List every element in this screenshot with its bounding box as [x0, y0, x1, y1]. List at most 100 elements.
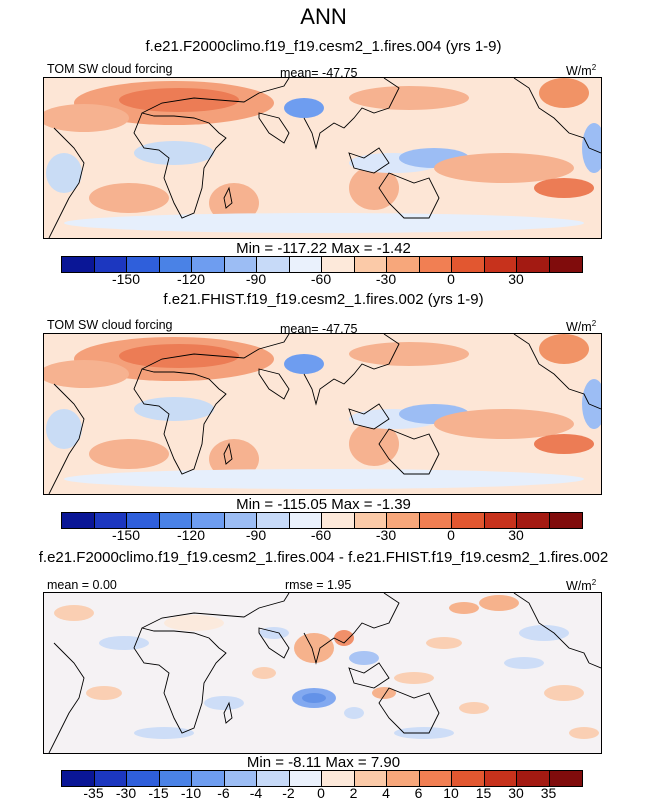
- colorbar-tick-label: 4: [382, 785, 390, 801]
- colorbar-tick-label: 0: [317, 785, 325, 801]
- panel-2-map: [43, 333, 602, 495]
- colorbar-segment: [419, 771, 452, 786]
- colorbar-segment: [322, 513, 355, 528]
- colorbar-segment: [127, 513, 160, 528]
- panel-3-colorbar: [61, 770, 583, 787]
- panel-2-colorbar: [61, 512, 583, 529]
- colorbar-tick-label: -6: [217, 785, 230, 801]
- colorbar-segment: [289, 513, 322, 528]
- panel-2-variable-label: TOM SW cloud forcing: [47, 318, 173, 332]
- colorbar-tick-label: 15: [475, 785, 492, 801]
- colorbar-segment: [62, 257, 95, 272]
- colorbar-segment: [387, 771, 420, 786]
- colorbar-segment: [517, 513, 550, 528]
- colorbar-segment: [127, 257, 160, 272]
- colorbar-segment: [322, 257, 355, 272]
- colorbar-tick-label: -30: [115, 785, 137, 801]
- panel-3-subtitle: f.e21.F2000climo.f19_f19.cesm2_1.fires.0…: [38, 549, 609, 566]
- colorbar-tick-label: -60: [310, 271, 332, 287]
- colorbar-segment: [257, 771, 290, 786]
- colorbar-tick-label: 2: [349, 785, 358, 801]
- colorbar-segment: [354, 771, 387, 786]
- panel-2-minmax: Min = -115.05 Max = -1.39: [236, 496, 411, 513]
- panel-1-mean-label: mean= -47.75: [280, 66, 358, 80]
- colorbar-segment: [484, 257, 517, 272]
- colorbar-tick-label: -60: [310, 527, 332, 543]
- colorbar-segment: [224, 257, 257, 272]
- panel-3-minmax: Min = -8.11 Max = 7.90: [246, 754, 401, 771]
- panel-1-units-label: W/m2: [566, 63, 597, 79]
- colorbar-segment: [159, 771, 192, 786]
- colorbar-tick-label: -30: [375, 527, 397, 543]
- panel-2-units-label: W/m2: [566, 319, 597, 335]
- colorbar-segment: [517, 257, 550, 272]
- colorbar-segment: [452, 513, 485, 528]
- panel-2-mean-label: mean= -47.75: [280, 322, 358, 336]
- colorbar-segment: [484, 513, 517, 528]
- panel-3-mean-label: mean = 0.00: [47, 578, 117, 592]
- colorbar-tick-label: 30: [508, 527, 524, 543]
- colorbar-segment: [94, 771, 127, 786]
- colorbar-segment: [192, 771, 225, 786]
- panel-1-map: [43, 77, 602, 239]
- colorbar-segment: [289, 771, 322, 786]
- panel-3-rmse-label: rmse = 1.95: [285, 578, 352, 592]
- colorbar-tick-label: -90: [245, 527, 267, 543]
- colorbar-tick-label: 10: [443, 785, 459, 801]
- colorbar-segment: [257, 257, 290, 272]
- colorbar-segment: [94, 257, 127, 272]
- colorbar-segment: [354, 257, 387, 272]
- colorbar-segment: [452, 771, 485, 786]
- colorbar-tick-label: 30: [508, 271, 524, 287]
- colorbar-tick-label: -4: [249, 785, 263, 801]
- colorbar-segment: [484, 771, 517, 786]
- colorbar-segment: [224, 513, 257, 528]
- colorbar-tick-label: 30: [508, 785, 524, 801]
- colorbar-segment: [549, 257, 582, 272]
- panel-3-map: [43, 592, 602, 754]
- colorbar-tick-label: 35: [540, 785, 557, 801]
- colorbar-segment: [549, 513, 582, 528]
- colorbar-segment: [159, 257, 192, 272]
- colorbar-tick-label: -120: [176, 527, 206, 543]
- colorbar-segment: [387, 513, 420, 528]
- colorbar-tick-label: -30: [375, 271, 397, 287]
- panel-1-colorbar: [61, 256, 583, 273]
- colorbar-segment: [322, 771, 355, 786]
- panel-3-units-label: W/m2: [566, 578, 597, 594]
- colorbar-segment: [289, 257, 322, 272]
- colorbar-tick-label: -2: [282, 785, 295, 801]
- colorbar-segment: [257, 513, 290, 528]
- colorbar-tick-label: -120: [176, 271, 206, 287]
- colorbar-tick-label: 0: [447, 527, 455, 543]
- colorbar-segment: [94, 513, 127, 528]
- colorbar-segment: [159, 513, 192, 528]
- panel-1-minmax: Min = -117.22 Max = -1.42: [236, 240, 411, 257]
- panel-1-subtitle: f.e21.F2000climo.f19_f19.cesm2_1.fires.0…: [145, 38, 502, 55]
- colorbar-segment: [62, 513, 95, 528]
- colorbar-segment: [517, 771, 550, 786]
- panel-1-map-svg: [44, 78, 601, 238]
- colorbar-tick-label: -10: [180, 785, 202, 801]
- colorbar-tick-label: 0: [447, 271, 455, 287]
- colorbar-tick-label: -90: [245, 271, 267, 287]
- colorbar-segment: [192, 257, 225, 272]
- colorbar-segment: [419, 257, 452, 272]
- colorbar-segment: [224, 771, 257, 786]
- colorbar-segment: [127, 771, 160, 786]
- colorbar-segment: [387, 257, 420, 272]
- panel-2-subtitle: f.e21.FHIST.f19_f19.cesm2_1.fires.002 (y…: [163, 291, 484, 308]
- colorbar-tick-label: 6: [414, 785, 423, 801]
- colorbar-tick-label: -15: [148, 785, 169, 801]
- panel-2-map-svg: [44, 334, 601, 494]
- colorbar-tick-label: -35: [83, 785, 104, 801]
- colorbar-tick-label: -150: [111, 271, 141, 287]
- colorbar-segment: [192, 513, 225, 528]
- colorbar-segment: [419, 513, 452, 528]
- panel-3-map-svg: [44, 593, 601, 753]
- figure-title: ANN: [300, 4, 347, 29]
- panel-1-variable-label: TOM SW cloud forcing: [47, 62, 173, 76]
- colorbar-tick-label: -150: [111, 527, 141, 543]
- colorbar-segment: [354, 513, 387, 528]
- colorbar-segment: [549, 771, 582, 786]
